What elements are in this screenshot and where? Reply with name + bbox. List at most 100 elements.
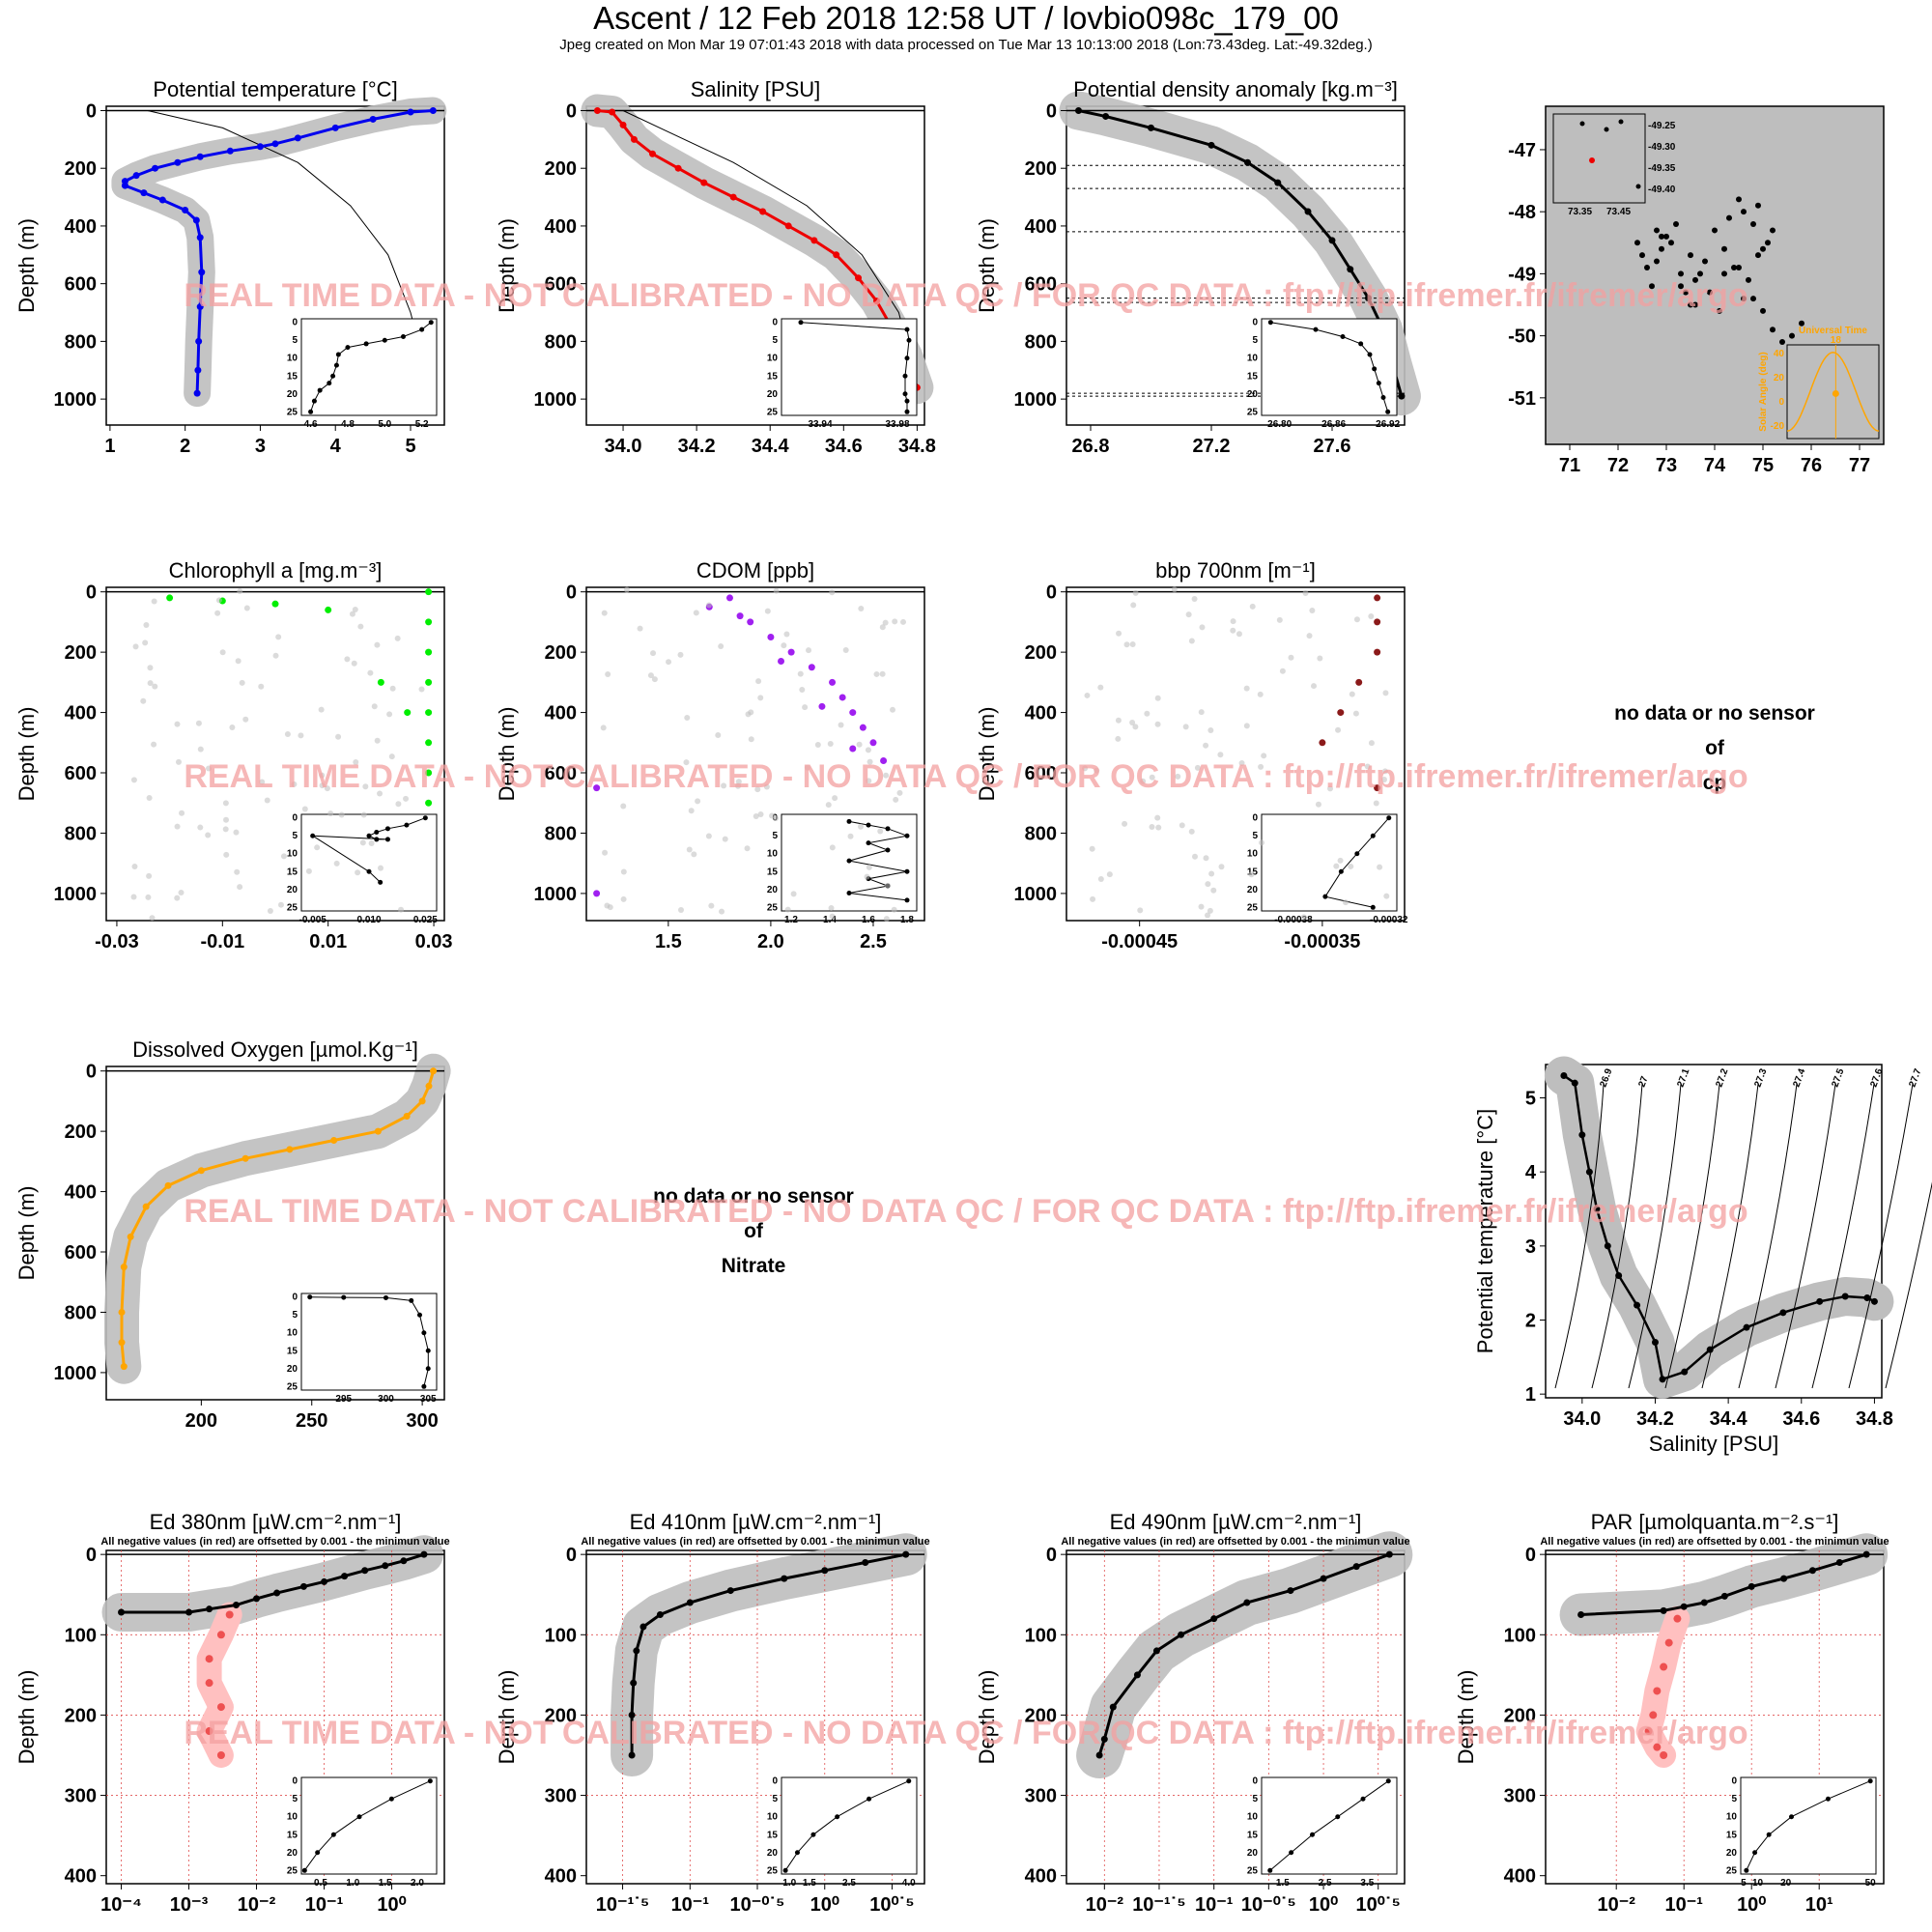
ts-data-point <box>1578 1131 1586 1139</box>
ed380-xtick-label: 10⁻⁴ <box>100 1894 142 1916</box>
temp-data-point <box>196 303 204 311</box>
bbp-cloud-point <box>1230 627 1236 634</box>
chla-inset-point <box>374 837 380 842</box>
ed410-inset-ytick: 10 <box>767 1812 779 1823</box>
ed380-data-point <box>232 1602 240 1609</box>
ed410-inset-point <box>867 1796 872 1802</box>
cdom-inset-point <box>904 833 910 838</box>
cdom-cloud-point <box>763 783 770 790</box>
ed490-inset-xtick: 3.5 <box>1360 1878 1374 1889</box>
bbp-cloud-point <box>1154 721 1161 727</box>
bbp-inset-xtick: -0.00038 <box>1274 915 1313 925</box>
bbp-cloud-point <box>1089 845 1095 852</box>
oxy-inset-point <box>425 1348 431 1353</box>
par-ytick-label: 300 <box>1504 1786 1536 1807</box>
chla-cloud-point <box>298 732 304 739</box>
bbp-xtick-label: -0.00045 <box>1101 931 1178 952</box>
ed410-inset-point <box>782 1867 788 1873</box>
cdom-chart: CDOM [ppb] 0 200 400 600 800 1000 1.5 2.0 2.5 Dept… <box>495 558 925 952</box>
sal-data-point <box>759 208 767 215</box>
bbp-cloud-point <box>1348 863 1354 869</box>
sal-data-point <box>700 179 708 186</box>
cdom-title: CDOM [ppb] <box>696 558 814 582</box>
cdom-inset-point <box>846 858 852 864</box>
ts-ytick-label: 2 <box>1525 1311 1536 1332</box>
temp-inset-ytick: 5 <box>292 335 298 346</box>
chla-cloud-point <box>197 824 204 831</box>
map-float-position <box>1741 296 1747 302</box>
map-float-position <box>1721 245 1727 252</box>
cdom-inset-point <box>904 868 910 874</box>
par-inset-line <box>1746 1780 1871 1871</box>
temp-inset-point <box>419 327 425 332</box>
cdom-background-cloud <box>600 586 907 923</box>
bbp-inset-line <box>1324 817 1390 908</box>
chla-data-point <box>425 588 433 596</box>
chla-xtick-label: -0.01 <box>201 931 245 952</box>
chla-cloud-point <box>237 884 243 891</box>
sal-inset-point <box>902 373 908 379</box>
temp-inset-frame <box>300 318 438 416</box>
temp-data-point <box>158 196 166 204</box>
map-zoom-ytick: -49.40 <box>1648 185 1676 195</box>
cdom-inset-point <box>846 890 852 895</box>
bbp-cloud-point <box>1306 633 1313 639</box>
temp-data-point <box>198 269 206 276</box>
chla-cloud-point <box>371 703 378 710</box>
par-negative-point <box>1660 1662 1668 1671</box>
map-xtick-label: 76 <box>1801 455 1822 476</box>
dens-inset-xtick: 26.92 <box>1376 419 1400 430</box>
ed490-ylabel: Depth (m) <box>975 1670 999 1765</box>
bbp-cloud-point <box>1191 595 1198 602</box>
oxy-inset-point <box>425 1366 431 1372</box>
map-float-position <box>1799 320 1804 327</box>
ed490-inset-xtick: 2.5 <box>1319 1878 1332 1889</box>
ed490-title: Ed 490nm [µW.cm⁻².nm⁻¹] <box>1110 1510 1362 1534</box>
cdom-cloud-point <box>623 586 630 593</box>
temp-inset-xtick: 5.2 <box>415 419 429 430</box>
temp-data-point <box>132 172 140 180</box>
cdom-cloud-point <box>721 782 727 789</box>
bbp-cloud-point <box>1349 691 1355 697</box>
cdom-data-point <box>593 890 601 897</box>
cdom-cloud-point <box>688 808 695 814</box>
bbp-inset-ytick: 10 <box>1247 849 1259 860</box>
temp-title: Potential temperature [°C] <box>153 77 397 101</box>
chla-cloud-point <box>301 806 308 812</box>
cdom-cloud-point <box>684 714 691 721</box>
map-chart: 71 72 73 74 75 76 77 -47 -48 -49 -50 -51 -49.25 -49.3… <box>1508 105 1885 476</box>
chla-cloud-point <box>259 779 266 785</box>
temp-data-point <box>140 189 148 197</box>
sal-data-point <box>855 274 863 282</box>
cdom-cloud-point <box>600 724 607 731</box>
ed380-ytick-label: 200 <box>65 1705 97 1726</box>
chla-cloud-point <box>205 832 212 838</box>
map-float-position <box>1697 270 1703 277</box>
ed490-chart: Ed 490nm [µW.cm⁻².nm⁻¹]010020030040010⁻²… <box>975 1510 1413 1916</box>
ed490-negative-note: All negative values (in red) are offsett… <box>1061 1536 1409 1548</box>
cdom-cloud-point <box>602 849 609 856</box>
chla-title: Chlorophyll a [mg.m⁻³] <box>169 558 383 582</box>
cdom-ytick-label: 200 <box>545 642 577 664</box>
par-inset-ytick: 25 <box>1726 1865 1738 1876</box>
bbp-cloud-point <box>1208 870 1215 877</box>
dens-ylabel: Depth (m) <box>975 218 999 313</box>
sal-ytick-label: 1000 <box>534 389 578 411</box>
bbp-cloud-point <box>1199 624 1206 631</box>
ed380-negative-note: All negative values (in red) are offsett… <box>100 1536 449 1548</box>
chla-data-point <box>425 739 433 747</box>
cdom-data-point <box>778 657 785 665</box>
bbp-cloud-point <box>1236 631 1242 638</box>
map-float-position <box>1668 240 1674 246</box>
oxy-data-point <box>120 1363 128 1371</box>
chla-cloud-point <box>197 746 204 753</box>
chla-cloud-point <box>178 889 185 895</box>
ed410-data-point <box>628 1751 636 1759</box>
bbp-inset-frame <box>1261 813 1398 912</box>
temp-inset-point <box>311 398 317 404</box>
ed380-negative-point <box>205 1655 213 1663</box>
map-float-position <box>1779 339 1785 346</box>
ed490-inset-point <box>1310 1832 1315 1837</box>
map-solar-ytick: 40 <box>1774 349 1785 359</box>
chla-cloud-point <box>130 777 137 783</box>
